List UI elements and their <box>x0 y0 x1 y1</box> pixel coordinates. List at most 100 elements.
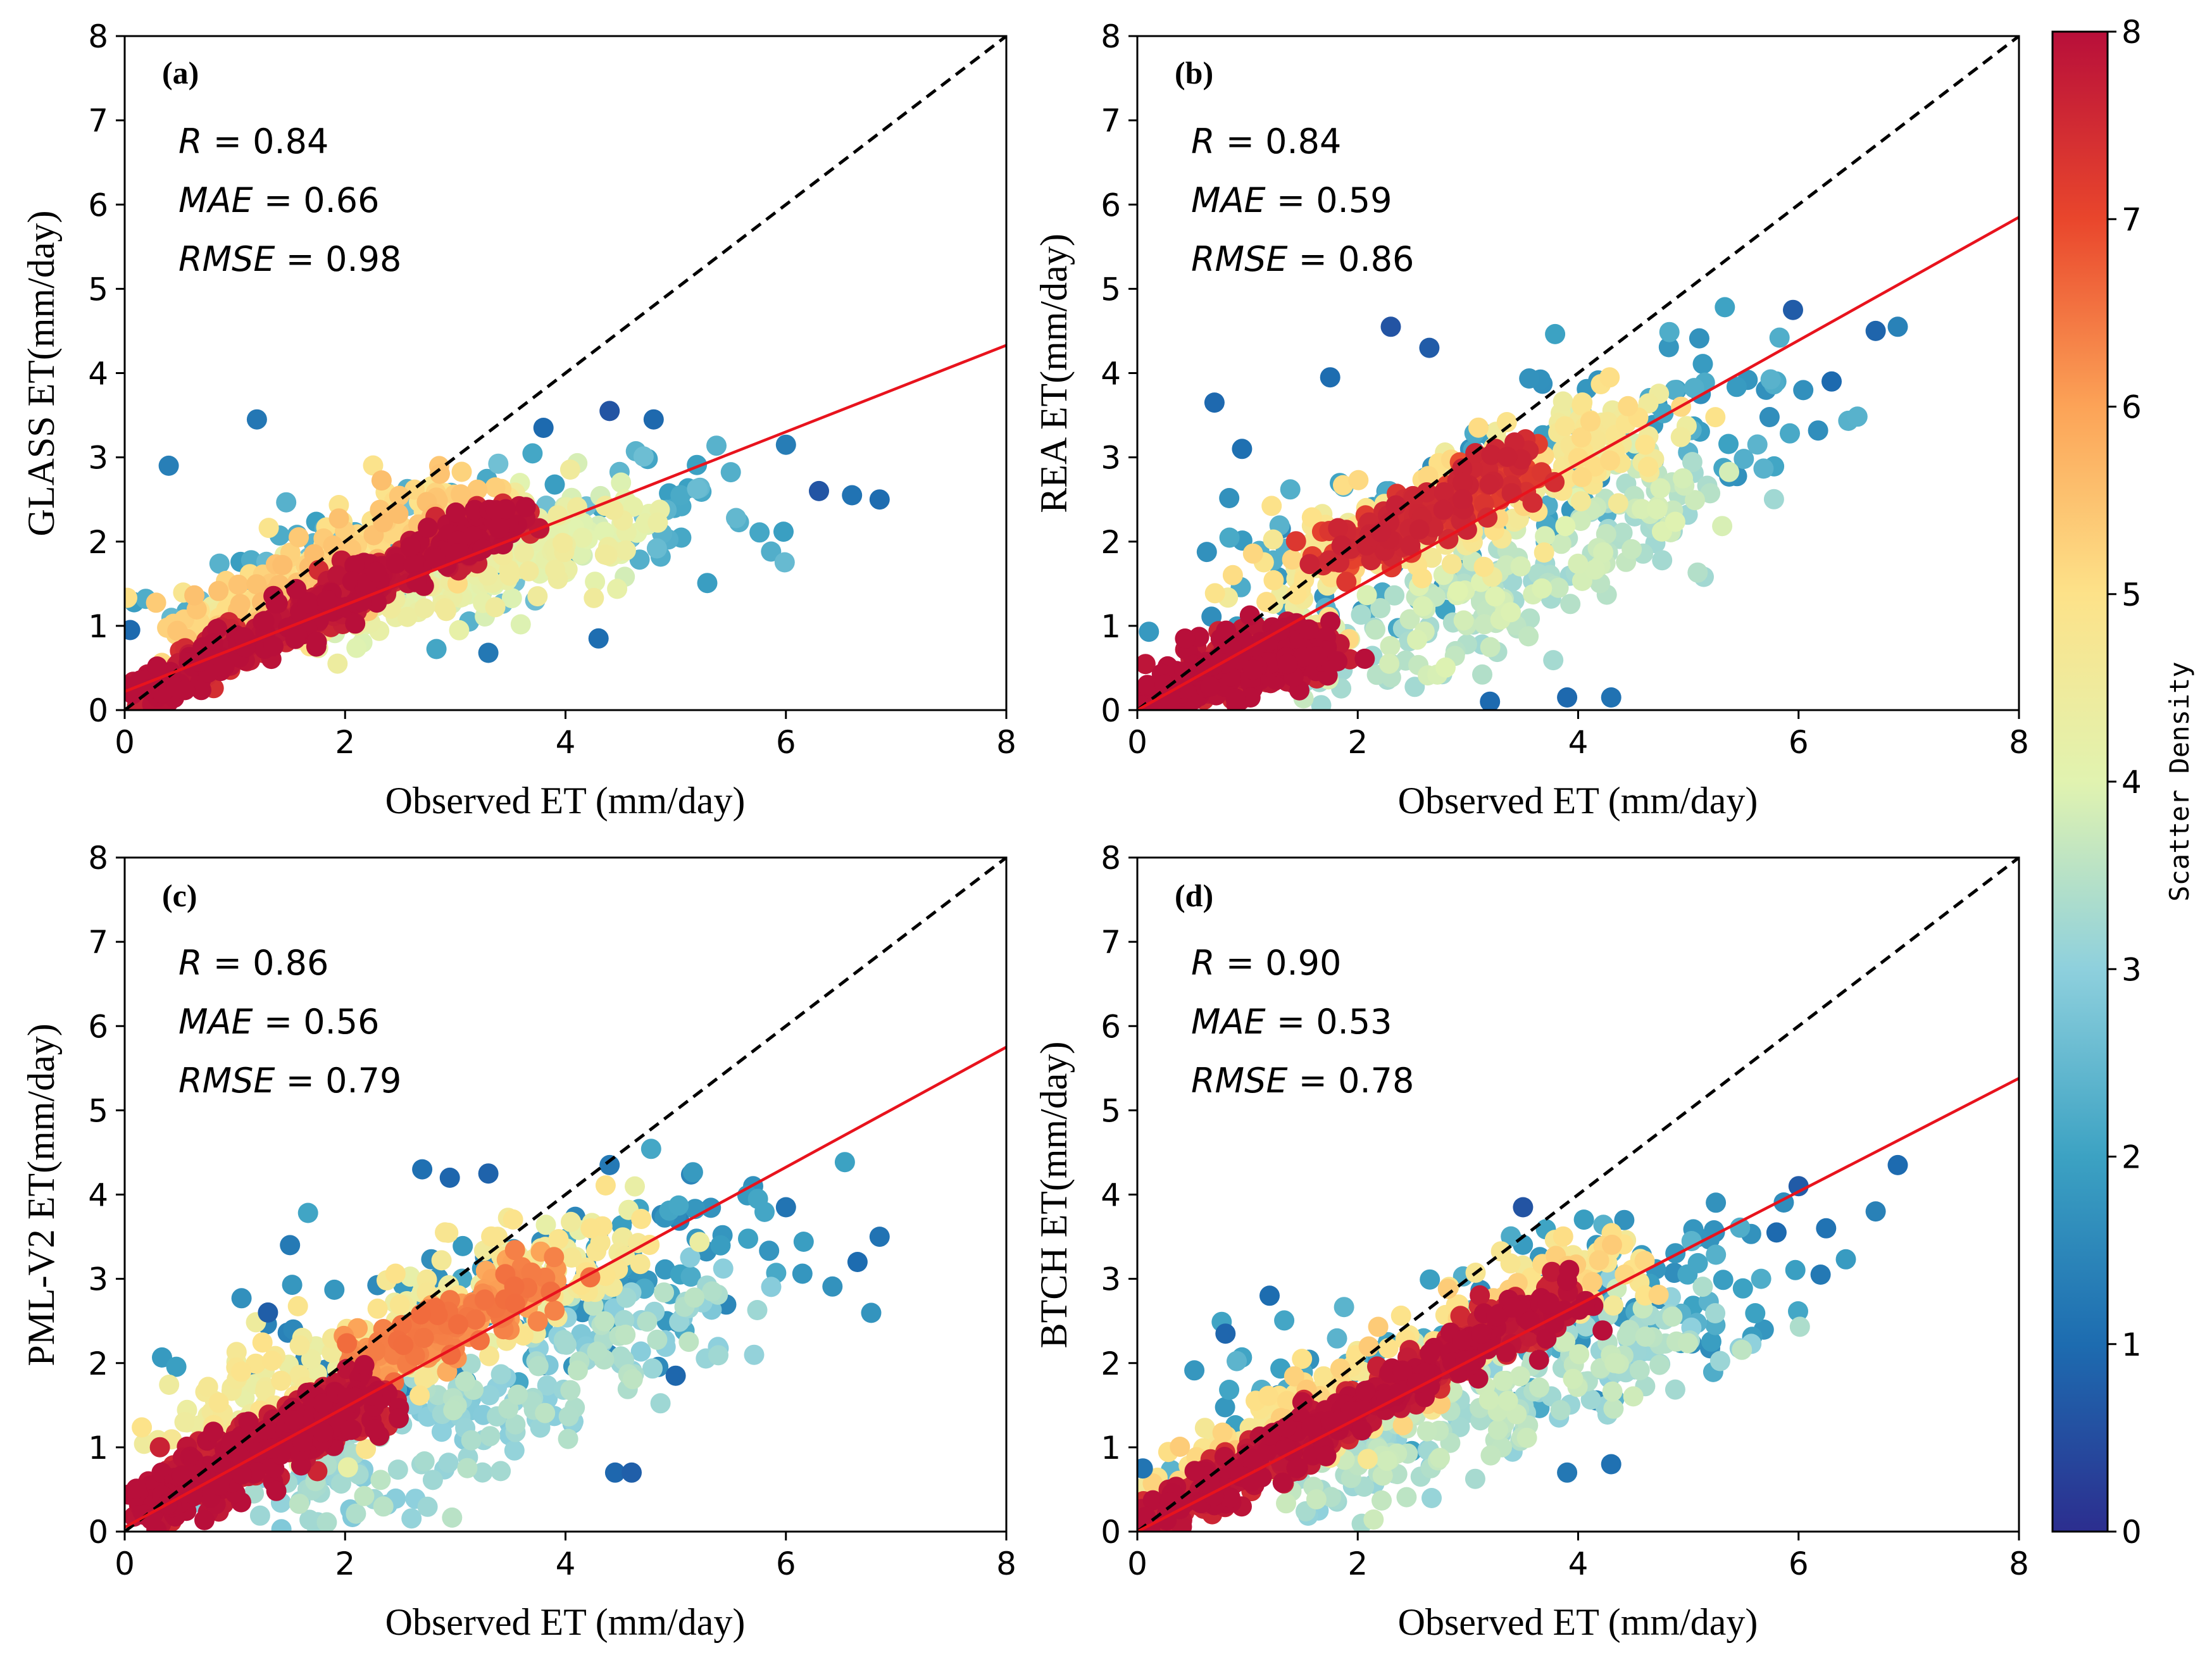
scatter-point-outlier <box>775 434 796 455</box>
scatter-point <box>1285 531 1306 552</box>
scatter-point <box>1225 688 1246 709</box>
scatter-point <box>1452 489 1473 509</box>
scatter-point <box>1681 1231 1702 1251</box>
scatter-point <box>1456 520 1477 540</box>
panel-a-ylabel: GLASS ET(mm/day) <box>20 211 62 537</box>
panel-d: (d) Observed ET (mm/day) BTCH ET(mm/day)… <box>1033 840 2029 1643</box>
scatter-point <box>1659 322 1680 342</box>
scatter-point <box>680 1247 701 1268</box>
scatter-point <box>1648 1284 1669 1305</box>
scatter-point <box>1705 407 1726 428</box>
scatter-point-outlier <box>1419 337 1440 358</box>
scatter-point <box>1441 554 1462 575</box>
scatter-point <box>388 503 409 524</box>
scatter-point <box>1372 1490 1392 1511</box>
panel-c-xlabel: Observed ET (mm/day) <box>385 1601 746 1643</box>
scatter-point <box>1629 1359 1650 1380</box>
scatter-point <box>1522 492 1543 513</box>
scatter-point <box>313 1422 334 1443</box>
scatter-point <box>680 1266 701 1287</box>
stat-rmse: RMSE = 0.86 <box>1191 239 1414 279</box>
scatter-point <box>1780 423 1800 444</box>
scatter-point <box>1496 1342 1516 1363</box>
scatter-point <box>246 574 267 595</box>
scatter-point <box>535 1215 556 1235</box>
scatter-point-outlier <box>439 1167 460 1188</box>
scatter-point <box>515 497 536 518</box>
scatter-point <box>316 1512 337 1532</box>
scatter-point <box>1480 1445 1501 1466</box>
scatter-point <box>1137 675 1158 696</box>
scatter-point <box>1333 475 1353 496</box>
scatter-point <box>622 1369 643 1390</box>
scatter-point <box>1447 581 1468 602</box>
scatter-point <box>708 1345 728 1366</box>
scatter-point <box>1684 378 1704 399</box>
scatter-point <box>159 1375 180 1395</box>
x-tick-label: 2 <box>1347 724 1368 761</box>
scatter-point <box>1276 1493 1296 1514</box>
scatter-point <box>527 586 548 607</box>
scatter-point <box>528 1356 549 1377</box>
x-tick-label: 4 <box>556 724 576 761</box>
scatter-point <box>441 1344 461 1365</box>
scatter-point <box>1306 1489 1327 1509</box>
scatter-point <box>595 1175 616 1196</box>
scatter-point <box>1789 1316 1810 1337</box>
scatter-point <box>446 502 466 523</box>
scatter-point <box>1592 1320 1613 1341</box>
scatter-point <box>1282 549 1303 570</box>
scatter-point <box>272 554 293 575</box>
scatter-point <box>1399 609 1420 630</box>
scatter-point <box>146 592 166 613</box>
scatter-point <box>560 1380 581 1401</box>
scatter-point <box>580 1218 601 1239</box>
scatter-point <box>386 553 406 574</box>
scatter-point <box>1793 380 1814 401</box>
scatter-point <box>1200 676 1221 697</box>
scatter-point <box>1572 395 1592 416</box>
scatter-point <box>391 1315 412 1335</box>
y-tick-label: 4 <box>1101 356 1121 392</box>
x-tick-label: 0 <box>115 1546 135 1582</box>
scatter-point <box>284 1410 304 1430</box>
scatter-point <box>1665 380 1685 401</box>
scatter-point <box>286 578 307 599</box>
scatter-point <box>1734 449 1754 470</box>
scatter-point <box>258 518 279 539</box>
y-tick-label: 2 <box>88 1346 108 1382</box>
scatter-point <box>328 508 349 529</box>
scatter-point <box>678 1332 699 1352</box>
scatter-point <box>637 1311 658 1332</box>
scatter-point <box>1292 647 1313 668</box>
scatter-point <box>367 1298 388 1319</box>
scatter-point <box>1647 499 1668 520</box>
scatter-point <box>448 1314 468 1335</box>
scatter-point <box>175 680 196 701</box>
scatter-point <box>513 542 534 563</box>
scatter-point <box>435 1222 455 1243</box>
scatter-point <box>1170 1437 1190 1457</box>
scatter-point <box>614 1309 635 1330</box>
scatter-point <box>1553 391 1573 412</box>
scatter-point <box>1638 456 1658 477</box>
scatter-point <box>1411 568 1432 589</box>
scatter-point-outlier <box>599 1154 620 1175</box>
scatter-point <box>1472 664 1492 685</box>
scatter-point <box>1568 447 1589 468</box>
scatter-point <box>1384 585 1405 606</box>
scatter-point <box>221 1431 242 1452</box>
scatter-point <box>226 1342 247 1363</box>
scatter-point <box>1634 1251 1655 1271</box>
scatter-point <box>285 628 306 649</box>
scatter-point <box>1284 1366 1304 1387</box>
scatter-point <box>1194 1418 1215 1439</box>
scatter-point <box>1563 1368 1584 1389</box>
y-tick-label: 3 <box>1101 440 1121 477</box>
x-tick-label: 0 <box>115 724 135 761</box>
scatter-point <box>1649 1354 1670 1375</box>
scatter-point <box>761 541 782 562</box>
scatter-point <box>544 1247 565 1268</box>
scatter-point <box>1603 1295 1624 1316</box>
